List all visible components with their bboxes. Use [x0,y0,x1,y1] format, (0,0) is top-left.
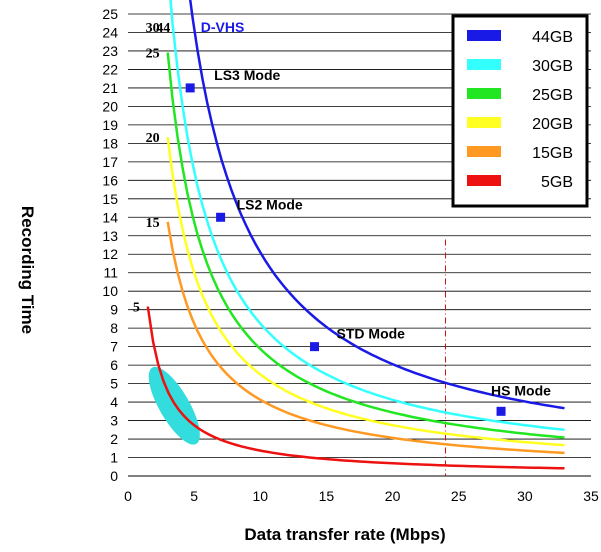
y-tick-label: 6 [110,357,118,373]
y-tick-label: 23 [102,43,118,59]
legend-swatch [467,117,501,128]
y-axis-title: Recording Time [18,206,37,334]
y-tick-label: 9 [110,302,118,318]
y-tick-label: 5 [110,376,118,392]
x-tick-label: 0 [124,488,132,504]
mode-marker [310,342,320,352]
y-tick-label: 18 [102,135,118,151]
capacity-label-44gb: 44 [156,21,170,36]
legend-label: 20GB [532,116,573,133]
y-tick-label: 17 [102,154,118,170]
mode-markers [185,83,506,416]
mode-label: STD Mode [337,326,406,342]
legend: 44GB 30GB 25GB 20GB 15GB 5GB [451,14,589,208]
series-line-15gb [166,221,565,455]
series-line-30gb [169,0,565,432]
x-tick-label: 5 [190,488,198,504]
series-line-44gb [188,0,565,410]
annotation-label: D-VHS [201,19,245,35]
mode-label: HS Mode [491,382,551,398]
series-line-25gb [166,52,565,439]
legend-swatch [467,146,501,157]
y-tick-label: 13 [102,228,118,244]
chart-text: 0123456789101112131415161718192021222324… [102,6,599,504]
mode-label: LS3 Mode [214,67,280,83]
mode-marker [216,212,226,222]
capacity-label-5gb: 5 [133,301,140,316]
legend-swatch [467,88,501,99]
x-axis-title: Data transfer rate (Mbps) [244,525,445,544]
x-tick-label: 10 [252,488,268,504]
y-tick-label: 0 [110,468,118,484]
y-tick-label: 7 [110,339,118,355]
y-tick-label: 11 [103,265,118,281]
guide-overlays [148,239,446,476]
y-tick-label: 20 [102,98,118,114]
y-tick-label: 15 [102,191,118,207]
y-tick-label: 25 [102,6,118,22]
y-tick-label: 14 [102,209,118,225]
capacity-label-15gb: 15 [146,216,160,231]
capacity-label-25gb: 25 [146,47,160,62]
y-tick-label: 24 [102,24,118,40]
y-tick-label: 3 [110,413,118,429]
y-tick-label: 12 [102,246,118,262]
highlight-ellipse [148,366,200,445]
x-tick-label: 15 [319,488,335,504]
x-tick-label: 35 [583,488,599,504]
mode-marker [185,83,195,93]
y-tick-label: 19 [102,117,118,133]
legend-label: 15GB [532,145,573,162]
capacity-label-20gb: 20 [146,131,160,146]
capacity-label-30gb: 30 [146,21,160,36]
legend-swatch [467,59,501,70]
series-line-5gb [146,306,565,470]
y-tick-label: 16 [102,172,118,188]
x-tick-label: 25 [451,488,467,504]
x-tick-label: 20 [385,488,401,504]
legend-label: 44GB [532,29,573,46]
y-tick-label: 21 [102,80,118,96]
legend-label: 30GB [532,58,573,75]
series-line-20gb [166,137,565,447]
legend-box [451,14,589,208]
legend-label: 5GB [541,174,573,191]
legend-label: 25GB [532,87,573,104]
legend-swatch [467,175,501,186]
series-lines [146,0,565,470]
y-tick-label: 10 [102,283,118,299]
mode-label: LS2 Mode [237,196,303,212]
y-tick-label: 22 [102,61,118,77]
y-tick-label: 8 [110,320,118,336]
x-tick-label: 30 [517,488,533,504]
mode-marker [496,406,506,416]
y-tick-label: 1 [110,450,118,466]
y-tick-label: 4 [110,394,118,410]
y-tick-label: 2 [110,431,118,447]
legend-swatch [467,30,501,41]
